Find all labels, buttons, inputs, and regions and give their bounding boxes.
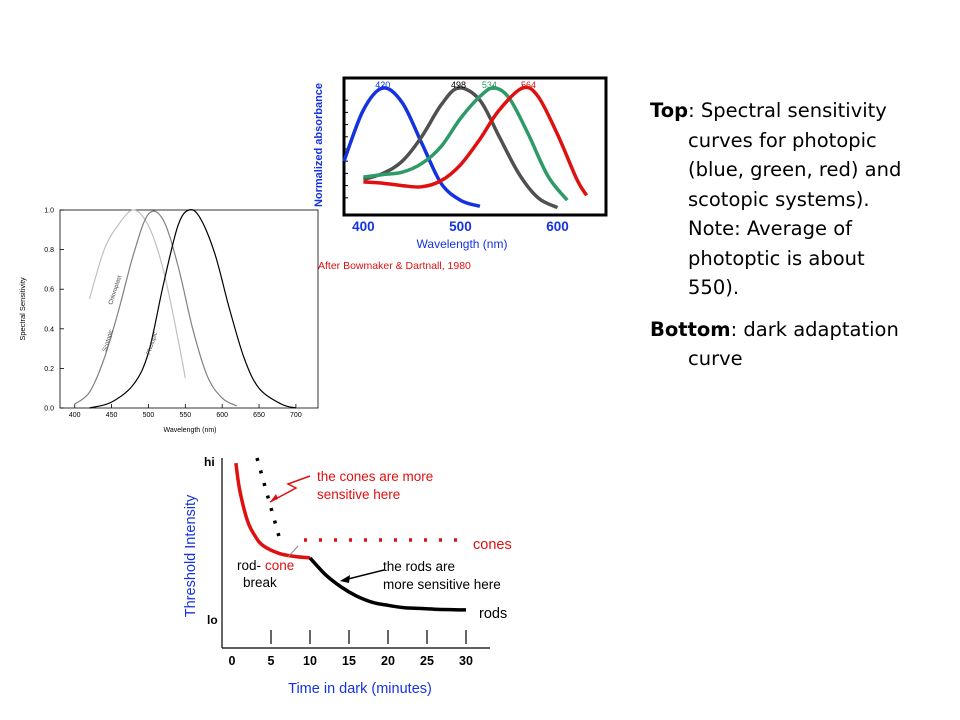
rods-sensitive-arrow <box>343 569 385 581</box>
cones-sensitive-annotation-line2: sensitive here <box>317 487 400 502</box>
sensitivity-y-tick-label-1-0: 1.0 <box>44 208 54 215</box>
adaptation-series-group <box>234 462 467 612</box>
sensitivity-y-tick-label-0-8: 0.8 <box>44 247 54 254</box>
rod-cone-break-cone: cone <box>265 558 294 573</box>
adaptation-x-tick-label-20: 20 <box>381 654 395 668</box>
rod-cone-break-pointer <box>287 545 299 558</box>
absorbance-peak-label-420: 420 <box>375 80 390 90</box>
top-note-text: : Spectral sensitivity curves for photop… <box>688 99 902 299</box>
top-note-heading: Top <box>650 99 689 122</box>
sensitivity-x-tick-label-650: 650 <box>253 412 265 419</box>
absorbance-credit: After Bowmaker & Dartnall, 1980 <box>318 260 471 272</box>
caption-notes: Top: Spectral sensitivity curves for pho… <box>650 96 920 386</box>
cones-sensitive-arrow <box>269 475 311 503</box>
absorbance-y-ticks <box>344 99 348 199</box>
cones-label: cones <box>473 537 512 553</box>
sensitivity-x-tick-label-550: 550 <box>179 412 191 419</box>
adaptation-line-cones <box>234 462 311 560</box>
sensitivity-y-tick-label-0-6: 0.6 <box>44 287 54 294</box>
sensitivity-x-tick-label-700: 700 <box>290 412 302 419</box>
absorbance-x-ticks: 400 500 600 <box>352 219 569 234</box>
rods-sensitive-annotation-line1: the rods are <box>383 559 455 574</box>
rod-cone-break-rod: rod- <box>237 558 261 573</box>
top-note: Top: Spectral sensitivity curves for pho… <box>650 96 920 303</box>
sensitivity-line-photopic <box>89 209 297 409</box>
adaptation-x-tick-label-0: 0 <box>229 654 236 668</box>
absorbance-x-tick-400: 400 <box>352 219 375 234</box>
absorbance-line-420 <box>342 86 481 208</box>
rod-cone-break-break: break <box>243 575 277 590</box>
sensitivity-y-label: Spectral Sensitivity <box>18 277 27 341</box>
absorbance-chart: 420 498 534 564 400 500 600 Normalized absorb… <box>313 76 608 272</box>
sensitivity-x-label: Wavelength (nm) <box>163 427 216 434</box>
bottom-note: Bottom: dark adaptation curve <box>650 315 920 374</box>
sensitivity-x-ticks: 400 450 500 550 600 650 700 <box>69 404 302 419</box>
spectral-sensitivity-chart: 0.0 0.2 0.4 0.6 0.8 1.0 400 450 500 550 600 650 700… <box>18 208 319 434</box>
dark-adaptation-chart: 0 5 10 15 20 25 30 hi lo Threshold Intensity T… <box>183 455 512 697</box>
sensitivity-x-tick-label-500: 500 <box>143 412 155 419</box>
adaptation-y-label: Threshold Intensity <box>183 494 199 617</box>
rods-label: rods <box>479 606 507 622</box>
absorbance-peak-label-564: 564 <box>521 80 536 90</box>
absorbance-line-534 <box>363 86 569 202</box>
sensitivity-series-group <box>74 209 297 409</box>
adaptation-line-rods <box>308 556 467 612</box>
absorbance-y-label: Normalized absorbance <box>313 83 325 207</box>
adaptation-x-tick-label-5: 5 <box>268 654 275 668</box>
adaptation-x-ticks: 0 5 10 15 20 25 30 <box>229 630 473 668</box>
y-tick-lo: lo <box>207 613 218 627</box>
sensitivity-line-chloroplast <box>88 209 186 379</box>
adaptation-x-tick-label-30: 30 <box>459 654 473 668</box>
sensitivity-y-tick-label-0-2: 0.2 <box>44 366 54 373</box>
sensitivity-x-tick-label-600: 600 <box>216 412 228 419</box>
absorbance-x-tick-600: 600 <box>546 219 569 234</box>
sensitivity-y-tick-label-0-0: 0.0 <box>44 406 54 413</box>
adaptation-x-tick-label-25: 25 <box>420 654 434 668</box>
absorbance-x-label: Wavelength (nm) <box>417 237 508 251</box>
absorbance-x-tick-500: 500 <box>449 219 472 234</box>
rods-sensitive-annotation-line2: more sensitive here <box>383 577 501 592</box>
bottom-note-heading: Bottom <box>650 317 731 341</box>
sensitivity-x-tick-label-400: 400 <box>69 412 81 419</box>
adaptation-x-tick-label-10: 10 <box>303 654 317 668</box>
rods-extrapolation-dots <box>255 457 282 541</box>
cones-sensitive-arrowhead <box>270 494 278 502</box>
cones-sensitive-annotation-line1: the cones are more <box>317 469 433 484</box>
adaptation-x-label: Time in dark (minutes) <box>288 681 432 697</box>
absorbance-peak-labels: 420 498 534 564 <box>375 80 536 90</box>
adaptation-x-tick-label-15: 15 <box>342 654 356 668</box>
sensitivity-y-ticks: 0.0 0.2 0.4 0.6 0.8 1.0 <box>44 208 64 413</box>
absorbance-line-564 <box>363 85 589 197</box>
sensitivity-plot-frame <box>59 209 319 409</box>
sensitivity-y-tick-label-0-4: 0.4 <box>44 326 54 333</box>
bottom-note-text: : dark adaptation curve <box>688 317 899 371</box>
sensitivity-line-scotopic <box>74 210 238 407</box>
y-tick-hi: hi <box>204 455 215 469</box>
sensitivity-x-tick-label-450: 450 <box>106 412 118 419</box>
absorbance-peak-label-534: 534 <box>482 80 497 90</box>
rods-sensitive-arrowhead <box>340 575 350 583</box>
absorbance-peak-label-498: 498 <box>451 80 466 90</box>
